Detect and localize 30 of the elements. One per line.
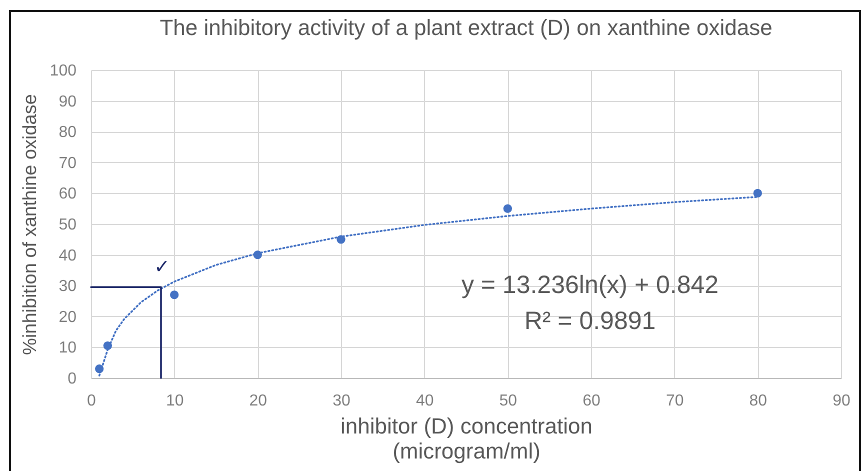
x-tick-label: 90 — [832, 392, 850, 410]
y-tick-label: 70 — [58, 154, 77, 172]
y-tick-label: 50 — [58, 216, 77, 234]
point — [170, 290, 179, 300]
x-tick-label: 70 — [666, 392, 684, 410]
x-tick-label: 60 — [582, 392, 600, 410]
y-tick-label: 60 — [58, 186, 77, 203]
x-tick-label: 50 — [499, 392, 518, 410]
annotation: R² = 0.9891 — [524, 307, 656, 335]
x-axis-title: inhibitor (D) concentration (microgram/ml) — [340, 414, 592, 464]
y-tick-label: 100 — [50, 62, 77, 80]
annotation: ✓ — [154, 257, 170, 278]
point — [503, 204, 512, 213]
y-tick-label: 10 — [58, 340, 77, 357]
x-tick-label: 10 — [166, 392, 184, 410]
x-tick-label: 0 — [87, 392, 96, 410]
point — [753, 188, 762, 198]
y-tick-label: 90 — [58, 93, 77, 110]
y-axis-title: %inhibition of xanthine oxidase — [20, 94, 41, 355]
chart-title: The inhibitory activity of a plant extract (D) on xanthine oxidase — [160, 15, 772, 40]
x-tick-label: 80 — [749, 392, 768, 410]
y-tick-label: 30 — [58, 278, 77, 296]
x-tick-label: 40 — [416, 392, 434, 410]
y-tick-label: 0 — [68, 370, 77, 388]
annotation: y = 13.236ln(x) + 0.842 — [461, 271, 719, 299]
x-tick-label: 30 — [332, 392, 350, 410]
y-tick-label: 80 — [58, 124, 77, 142]
y-tick-label: 40 — [58, 247, 77, 264]
y-tick-label: 20 — [58, 308, 77, 326]
x-tick-label: 20 — [249, 392, 268, 410]
